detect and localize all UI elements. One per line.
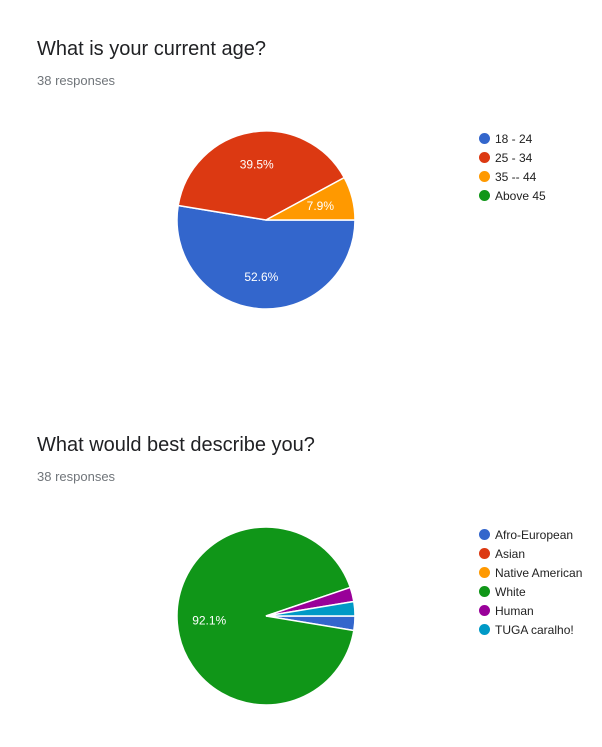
legend-swatch [479,586,490,597]
legend-label: 35 -- 44 [495,169,537,184]
legend-item-afro-european[interactable]: Afro-European [479,525,582,544]
legend-swatch [479,605,490,616]
legend-label: Native American [495,565,583,580]
legend-item-35-44[interactable]: 35 -- 44 [479,167,546,186]
legend-swatch [479,152,490,163]
slice-label-white: 92.1% [192,614,226,628]
pie-slice-35-44[interactable] [265,176,356,221]
response-count: 38 responses [37,73,116,88]
question-title: What is your current age? [37,38,266,60]
legend-swatch [479,624,490,635]
legend-item-25-34[interactable]: 25 - 34 [479,148,546,167]
pie-slice-white[interactable] [176,526,355,706]
legend-label: Above 45 [495,188,546,203]
legend-item-18-24[interactable]: 18 - 24 [479,129,546,148]
legend-swatch [479,171,490,182]
legend-item-asian[interactable]: Asian [479,544,582,563]
legend-swatch [479,548,490,559]
legend-swatch [479,133,490,144]
legend-item-tuga-caralho[interactable]: TUGA caralho! [479,620,582,639]
slice-label-18-24: 52.6% [244,270,278,284]
legend-label: 18 - 24 [495,131,533,146]
legend-item-native-american[interactable]: Native American [479,563,582,582]
legend-item-white[interactable]: White [479,582,582,601]
legend-item-human[interactable]: Human [479,601,582,620]
legend-item-above-45[interactable]: Above 45 [479,186,546,205]
legend-label: Afro-European [495,527,574,542]
legend-age: 18 - 24 25 - 34 35 -- 44 Above 45 [479,129,546,205]
legend-label: Human [495,603,534,618]
legend-swatch [479,190,490,201]
question-card-age: What is your current age? 38 responses 5… [37,38,546,310]
pie-chart-age: 52.6% 39.5% 7.9% [176,130,356,310]
question-title: What would best describe you? [37,434,315,456]
response-count: 38 responses [37,469,116,484]
slice-label-35-44: 7.9% [307,199,335,213]
legend-swatch [479,567,490,578]
legend-label: White [495,584,526,599]
pie-slice-tuga-caralho[interactable] [265,600,356,617]
legend-swatch [479,529,490,540]
pie-slice-25-34[interactable] [177,130,346,221]
pie-slice-18-24[interactable] [176,204,356,310]
legend-label: TUGA caralho! [495,622,574,637]
legend-label: Asian [495,546,526,561]
slice-label-25-34: 39.5% [240,158,274,172]
pie-chart-describe: 92.1% [176,526,356,706]
legend-label: 25 - 34 [495,150,533,165]
question-card-describe: What would best describe you? 38 respons… [0,396,602,747]
legend-describe: Afro-European Asian Native American White Hu… [479,525,582,639]
